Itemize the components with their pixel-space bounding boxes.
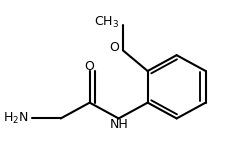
Text: O: O [85, 60, 95, 73]
Text: CH$_3$: CH$_3$ [93, 14, 119, 30]
Text: O: O [109, 41, 119, 54]
Text: H$_2$N: H$_2$N [3, 111, 29, 126]
Text: NH: NH [109, 118, 128, 131]
